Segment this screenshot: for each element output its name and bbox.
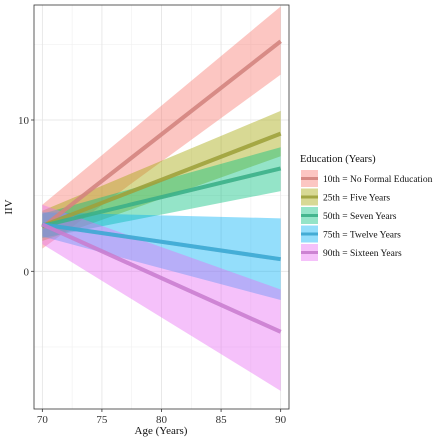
legend-item-1: 10th = No Formal Education <box>301 170 433 187</box>
series-line-tint-3 <box>41 166 282 228</box>
x-tick-label: 80 <box>156 414 168 426</box>
series-line-tint-1 <box>41 39 282 230</box>
y-axis-ticks: 0 10 <box>18 115 34 278</box>
legend-item-4: 75th = Twelve Years <box>301 225 401 243</box>
series-lines <box>41 39 282 334</box>
legend-item-5: 90th = Sixteen Years <box>301 244 402 261</box>
x-tick-label: 70 <box>37 414 49 426</box>
x-tick-label: 75 <box>96 414 108 426</box>
series-line-tint-4 <box>42 222 281 262</box>
confidence-band-3 <box>42 147 281 239</box>
legend-label: 50th = Seven Years <box>323 212 397 222</box>
x-axis-title: Age (Years) <box>135 425 188 437</box>
series-line-tint-2 <box>41 131 282 228</box>
x-axis-ticks: 70 75 80 85 90 <box>37 409 287 426</box>
series-line-tint-5 <box>41 222 282 334</box>
confidence-band-1 <box>42 6 281 249</box>
legend-label: 10th = No Formal Education <box>323 175 433 185</box>
y-tick-label: 0 <box>24 266 30 278</box>
legend-label: 75th = Twelve Years <box>323 231 401 241</box>
legend-title: Education (Years) <box>300 154 376 165</box>
y-axis-title: IIV <box>3 199 15 214</box>
x-tick-label: 90 <box>275 414 287 426</box>
legend-label: 25th = Five Years <box>323 194 390 204</box>
confidence-band-2 <box>42 110 281 242</box>
y-tick-label: 10 <box>18 115 30 127</box>
legend: 10th = No Formal Education 25th = Five Ye… <box>301 170 433 261</box>
legend-item-3: 50th = Seven Years <box>301 207 397 224</box>
legend-label: 90th = Sixteen Years <box>323 249 402 259</box>
major-gridlines <box>34 5 289 409</box>
legend-item-2: 25th = Five Years <box>301 188 390 206</box>
x-tick-label: 85 <box>216 414 228 426</box>
